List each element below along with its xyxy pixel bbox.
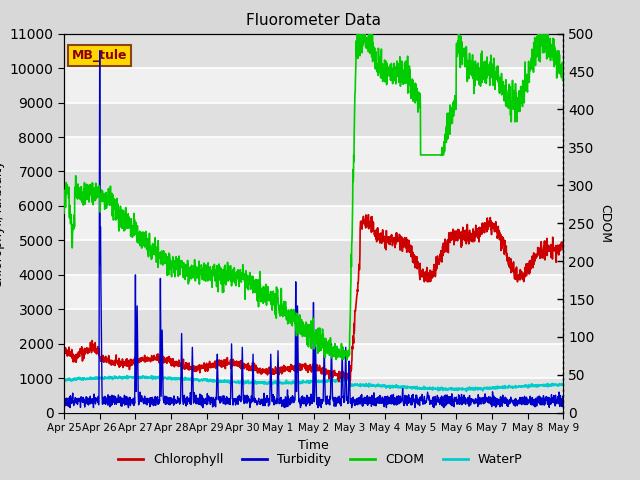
- Bar: [64, 310, 563, 344]
- Bar: [64, 378, 563, 413]
- Bar: [64, 137, 563, 171]
- Legend: Chlorophyll, Turbidity, CDOM, WaterP: Chlorophyll, Turbidity, CDOM, WaterP: [113, 448, 527, 471]
- Y-axis label: CDOM: CDOM: [598, 204, 611, 243]
- Bar: [64, 275, 563, 310]
- Bar: [64, 344, 563, 378]
- Title: Fluorometer Data: Fluorometer Data: [246, 13, 381, 28]
- Bar: [64, 103, 563, 137]
- Bar: [64, 206, 563, 240]
- Bar: [64, 68, 563, 103]
- Bar: [64, 171, 563, 206]
- Text: MB_tule: MB_tule: [72, 49, 127, 62]
- Bar: [64, 240, 563, 275]
- Y-axis label: Chlorophyll/Turbidity: Chlorophyll/Turbidity: [0, 159, 4, 288]
- X-axis label: Time: Time: [298, 439, 329, 452]
- Bar: [64, 34, 563, 68]
